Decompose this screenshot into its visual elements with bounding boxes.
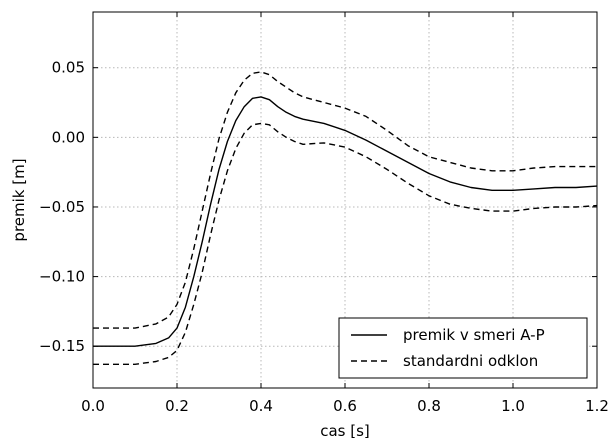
x-tick-label: 1.0 <box>501 397 525 415</box>
x-tick-label: 0.8 <box>417 397 441 415</box>
x-tick-label: 0.4 <box>249 397 273 415</box>
y-tick-label: 0.05 <box>52 59 85 77</box>
x-tick-label: 0.2 <box>165 397 189 415</box>
x-tick-label: 0.6 <box>333 397 357 415</box>
x-axis-label: cas [s] <box>320 422 370 440</box>
y-tick-label: 0.00 <box>52 128 85 146</box>
x-tick-label: 1.2 <box>585 397 609 415</box>
x-tick-label: 0.0 <box>81 397 105 415</box>
y-tick-label: −0.15 <box>39 337 85 355</box>
y-tick-label: −0.10 <box>39 268 85 286</box>
legend: premik v smeri A-P standardni odklon <box>339 318 587 378</box>
legend-label-premik: premik v smeri A-P <box>403 326 545 344</box>
y-tick-label: −0.05 <box>39 198 85 216</box>
y-axis-label: premik [m] <box>10 158 28 241</box>
legend-label-standardni-odklon: standardni odklon <box>403 352 538 370</box>
